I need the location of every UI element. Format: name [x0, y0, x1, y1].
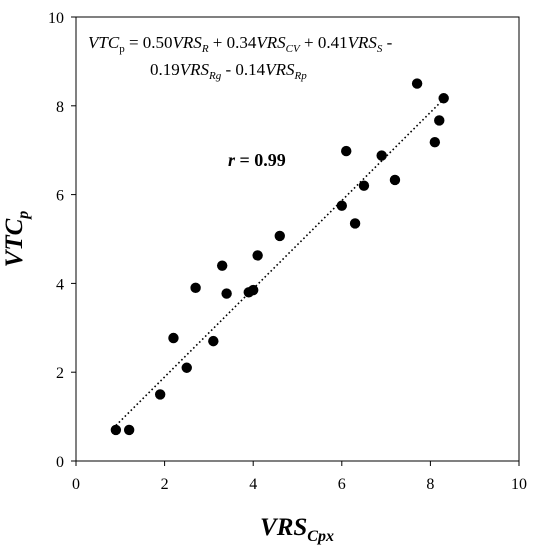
data-point: [208, 335, 219, 347]
data-point: [411, 78, 423, 89]
equation-subscript: p: [119, 43, 125, 55]
x-tick-label: 2: [161, 476, 169, 493]
data-point: [336, 200, 347, 211]
equation-subscript: R: [201, 43, 209, 55]
equation-annotation: VTCp = 0.50VRSR + 0.34VRSCV + 0.41VRSS -…: [88, 33, 393, 82]
y-tick-label: 2: [56, 365, 64, 382]
y-axis-title-main: VTC: [1, 218, 28, 267]
y-axis-title: VTCp: [1, 211, 32, 268]
data-point: [216, 260, 228, 271]
x-axis-title-sub: Cpx: [307, 528, 334, 545]
data-point: [123, 424, 135, 436]
y-tick-label: 0: [56, 454, 64, 471]
equation-term: VTC: [88, 33, 120, 52]
equation-term: + 0.34: [209, 33, 257, 52]
equation-term: VRS: [256, 33, 286, 52]
x-axis-ticks: 0 2 4 6 8 10: [72, 461, 527, 493]
data-point: [349, 218, 361, 229]
data-point: [438, 93, 449, 104]
equation-term: -: [382, 33, 392, 52]
x-tick-label: 10: [511, 476, 527, 493]
y-tick-label: 8: [56, 99, 64, 116]
r-annotation: r = 0.99: [228, 150, 286, 170]
equation-subscript: CV: [286, 43, 301, 55]
data-point: [248, 284, 259, 296]
x-axis-title-main: VRS: [260, 514, 307, 541]
equation-line-1: VTCp = 0.50VRSR + 0.34VRSCV + 0.41VRSS -: [88, 33, 393, 55]
x-axis-title: VRSCpx: [260, 514, 334, 545]
y-axis-ticks: 0 2 4 6 8 10: [48, 10, 76, 471]
equation-term: VRS: [265, 60, 295, 79]
equation-term: + 0.41: [300, 33, 348, 52]
equation-term: VRS: [173, 33, 203, 52]
data-point: [168, 332, 179, 344]
equation-term: VRS: [180, 60, 210, 79]
data-point: [252, 250, 263, 261]
r-value: = 0.99: [235, 150, 286, 170]
data-point: [429, 137, 441, 148]
y-tick-label: 6: [56, 188, 64, 205]
plot-border: [75, 16, 520, 462]
y-tick-label: 10: [48, 10, 64, 27]
equation-term: VRS: [348, 33, 378, 52]
x-tick-label: 6: [338, 476, 346, 493]
equation-subscript: Rg: [208, 70, 222, 82]
data-point: [434, 115, 445, 126]
equation-subscript: S: [377, 43, 383, 55]
data-point: [341, 145, 352, 157]
equation-term: = 0.50: [125, 33, 173, 52]
data-points: [110, 78, 449, 436]
trendline-group: [115, 98, 445, 427]
data-point: [389, 174, 401, 186]
equation-term: 0.19: [150, 60, 180, 79]
trendline: [115, 98, 445, 427]
y-axis-title-sub: p: [15, 211, 32, 221]
data-point: [110, 424, 122, 436]
data-point: [190, 282, 201, 294]
data-point: [154, 389, 166, 400]
y-tick-label: 4: [56, 276, 64, 293]
data-point: [376, 150, 387, 161]
equation-line-2: 0.19VRSRg - 0.14VRSRp: [150, 60, 307, 82]
plot-frame: [75, 16, 520, 462]
equation-subscript: Rp: [293, 70, 307, 82]
equation-term: - 0.14: [221, 60, 265, 79]
x-tick-label: 8: [426, 476, 434, 493]
x-tick-label: 0: [72, 476, 80, 493]
x-tick-label: 4: [249, 476, 257, 493]
data-point: [358, 180, 370, 191]
data-point: [274, 230, 285, 242]
data-point: [181, 362, 192, 373]
data-point: [221, 288, 232, 299]
r-symbol: r: [228, 150, 236, 170]
